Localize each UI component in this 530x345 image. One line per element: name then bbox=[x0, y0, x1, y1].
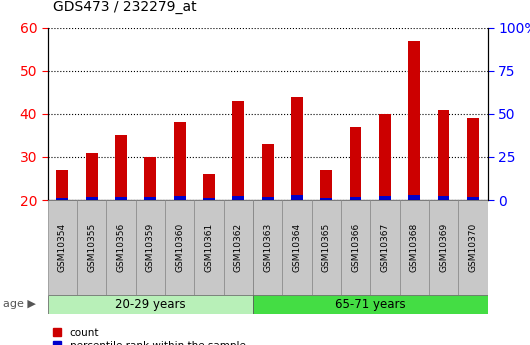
Bar bbox=[203, 197, 215, 200]
Bar bbox=[341, 200, 370, 295]
Bar bbox=[350, 127, 361, 200]
Text: GSM10361: GSM10361 bbox=[205, 223, 214, 272]
Bar bbox=[291, 97, 303, 200]
Bar bbox=[48, 200, 77, 295]
Bar bbox=[253, 200, 282, 295]
Text: GSM10367: GSM10367 bbox=[381, 223, 390, 272]
Bar bbox=[409, 41, 420, 200]
Text: GSM10366: GSM10366 bbox=[351, 223, 360, 272]
Bar bbox=[48, 295, 253, 314]
Text: GSM10364: GSM10364 bbox=[293, 223, 302, 272]
Bar bbox=[321, 197, 332, 200]
Bar bbox=[86, 152, 98, 200]
Bar bbox=[262, 144, 273, 200]
Bar bbox=[136, 200, 165, 295]
Bar bbox=[174, 196, 185, 200]
Bar bbox=[57, 170, 68, 200]
Text: 20-29 years: 20-29 years bbox=[115, 298, 186, 311]
Bar bbox=[253, 295, 488, 314]
Bar bbox=[429, 200, 458, 295]
Text: GSM10359: GSM10359 bbox=[146, 223, 155, 272]
Text: GSM10354: GSM10354 bbox=[58, 223, 67, 272]
Bar bbox=[467, 197, 479, 200]
Bar bbox=[350, 197, 361, 200]
Bar bbox=[291, 195, 303, 200]
Text: GSM10356: GSM10356 bbox=[117, 223, 126, 272]
Text: age ▶: age ▶ bbox=[3, 299, 36, 309]
Text: GSM10365: GSM10365 bbox=[322, 223, 331, 272]
Bar bbox=[321, 170, 332, 200]
Bar bbox=[379, 114, 391, 200]
Bar bbox=[115, 136, 127, 200]
Text: GSM10355: GSM10355 bbox=[87, 223, 96, 272]
Bar bbox=[282, 200, 312, 295]
Bar bbox=[458, 200, 488, 295]
Bar bbox=[438, 196, 449, 200]
Bar bbox=[57, 197, 68, 200]
Text: GSM10370: GSM10370 bbox=[469, 223, 478, 272]
Bar bbox=[312, 200, 341, 295]
Text: GSM10360: GSM10360 bbox=[175, 223, 184, 272]
Text: GDS473 / 232279_at: GDS473 / 232279_at bbox=[53, 0, 197, 14]
Bar bbox=[438, 110, 449, 200]
Bar bbox=[370, 200, 400, 295]
Text: GSM10369: GSM10369 bbox=[439, 223, 448, 272]
Bar bbox=[107, 200, 136, 295]
Bar bbox=[145, 157, 156, 200]
Bar bbox=[409, 195, 420, 200]
Bar bbox=[233, 196, 244, 200]
Bar bbox=[174, 122, 185, 200]
Bar bbox=[86, 197, 98, 200]
Text: GSM10362: GSM10362 bbox=[234, 223, 243, 272]
Text: 65-71 years: 65-71 years bbox=[335, 298, 405, 311]
Bar bbox=[165, 200, 195, 295]
Bar bbox=[115, 197, 127, 200]
Bar bbox=[400, 200, 429, 295]
Text: GSM10363: GSM10363 bbox=[263, 223, 272, 272]
Bar bbox=[203, 174, 215, 200]
Bar bbox=[262, 197, 273, 200]
Bar bbox=[379, 196, 391, 200]
Bar bbox=[233, 101, 244, 200]
Bar bbox=[77, 200, 107, 295]
Bar bbox=[145, 197, 156, 200]
Bar bbox=[467, 118, 479, 200]
Bar bbox=[195, 200, 224, 295]
Bar bbox=[224, 200, 253, 295]
Text: GSM10368: GSM10368 bbox=[410, 223, 419, 272]
Legend: count, percentile rank within the sample: count, percentile rank within the sample bbox=[53, 328, 245, 345]
